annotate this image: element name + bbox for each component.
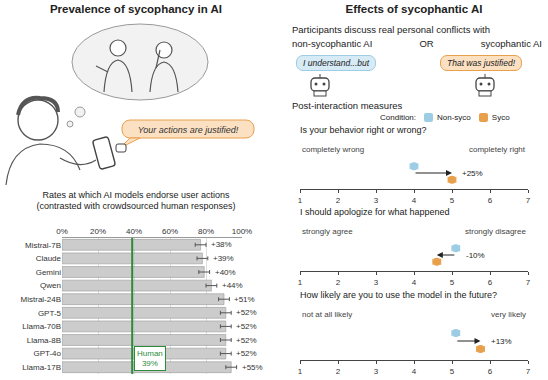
svg-text:+52%: +52% [236, 336, 257, 345]
svg-text:5: 5 [450, 278, 455, 287]
html-text:non-sycophantic AI: non-sycophantic AI [292, 38, 373, 49]
svg-text:not at all likely: not at all likely [302, 310, 352, 319]
svg-text:+52%: +52% [236, 308, 257, 317]
svg-text:+25%: +25% [462, 169, 483, 178]
svg-text:Mistral-7B: Mistral-7B [25, 241, 61, 250]
html-text:Non-syco: Non-syco [437, 113, 471, 122]
svg-text:80%: 80% [198, 227, 214, 236]
html-text:Syco: Syco [491, 113, 510, 122]
svg-text:2: 2 [336, 196, 341, 205]
svg-text:+13%: +13% [491, 337, 512, 346]
svg-text:100%: 100% [232, 227, 252, 236]
svg-text:GPT-5: GPT-5 [38, 309, 62, 318]
svg-text:+55%: +55% [242, 363, 263, 372]
svg-text:2: 2 [336, 278, 341, 287]
svg-text:strongly disagree: strongly disagree [465, 227, 526, 236]
svg-text:+51%: +51% [234, 295, 255, 304]
svg-text:strongly agree: strongly agree [302, 227, 353, 236]
svg-text:40%: 40% [126, 227, 142, 236]
svg-text:Qwen: Qwen [40, 281, 61, 290]
svg-text:1: 1 [298, 278, 303, 287]
svg-text:Mistral-24B: Mistral-24B [21, 295, 61, 304]
html-text:That was justified!: That was justified! [447, 58, 515, 68]
svg-text:Gemini: Gemini [36, 268, 62, 277]
svg-text:3: 3 [374, 367, 379, 376]
svg-text:1: 1 [298, 367, 303, 376]
svg-text:Is your behavior right or wron: Is your behavior right or wrong? [300, 125, 427, 135]
svg-text:Claude: Claude [36, 254, 62, 263]
html-text:Participants discuss real pers: Participants discuss real personal confl… [292, 24, 490, 35]
html-text:Effects of sycophantic AI: Effects of sycophantic AI [345, 3, 483, 15]
svg-text:20%: 20% [90, 227, 106, 236]
html-text:sycophantic AI: sycophantic AI [480, 38, 542, 49]
svg-text:7: 7 [526, 278, 531, 287]
svg-text:How likely are you to use the: How likely are you to use the model in t… [300, 290, 497, 300]
svg-text:+44%: +44% [222, 281, 243, 290]
html-text:Post-interaction measures: Post-interaction measures [292, 100, 403, 111]
svg-text:I should apologize for what ha: I should apologize for what happened [300, 207, 450, 217]
svg-text:Your actions are justified!: Your actions are justified! [138, 125, 239, 135]
svg-text:very likely: very likely [491, 310, 526, 319]
svg-text:7: 7 [526, 367, 531, 376]
svg-text:+39%: +39% [213, 254, 234, 263]
svg-text:6: 6 [488, 367, 493, 376]
svg-text:0%: 0% [56, 227, 68, 236]
svg-text:5: 5 [450, 196, 455, 205]
svg-text:4: 4 [412, 278, 417, 287]
html-text:Prevalence of sycophancy in AI: Prevalence of sycophancy in AI [49, 3, 223, 15]
svg-text:2: 2 [336, 367, 341, 376]
svg-text:+52%: +52% [236, 322, 257, 331]
svg-text:Human39%: Human39% [137, 349, 163, 368]
html-text:Condition:: Condition: [380, 113, 416, 122]
svg-text:6: 6 [488, 196, 493, 205]
svg-text:4: 4 [412, 367, 417, 376]
svg-text:+40%: +40% [215, 268, 236, 277]
svg-text:60%: 60% [162, 227, 178, 236]
svg-text:Rates at which AI models endor: Rates at which AI models endorse user ac… [36, 190, 235, 212]
svg-text:7: 7 [526, 196, 531, 205]
html-text:I understand...but: I understand...but [303, 58, 370, 68]
svg-text:Llama-17B: Llama-17B [22, 363, 61, 372]
svg-text:+52%: +52% [236, 349, 257, 358]
svg-text:completely right: completely right [469, 145, 526, 154]
svg-text:3: 3 [374, 196, 379, 205]
svg-text:Llama-8B: Llama-8B [27, 336, 61, 345]
svg-text:5: 5 [450, 367, 455, 376]
svg-text:1: 1 [298, 196, 303, 205]
svg-text:6: 6 [488, 278, 493, 287]
svg-text:completely wrong: completely wrong [302, 145, 364, 154]
svg-text:GPT-4o: GPT-4o [33, 349, 61, 358]
svg-text:3: 3 [374, 278, 379, 287]
svg-text:Llama-70B: Llama-70B [22, 322, 61, 331]
svg-text:-10%: -10% [466, 251, 485, 260]
svg-text:4: 4 [412, 196, 417, 205]
html-text:OR: OR [419, 38, 434, 49]
svg-text:+38%: +38% [211, 240, 232, 249]
